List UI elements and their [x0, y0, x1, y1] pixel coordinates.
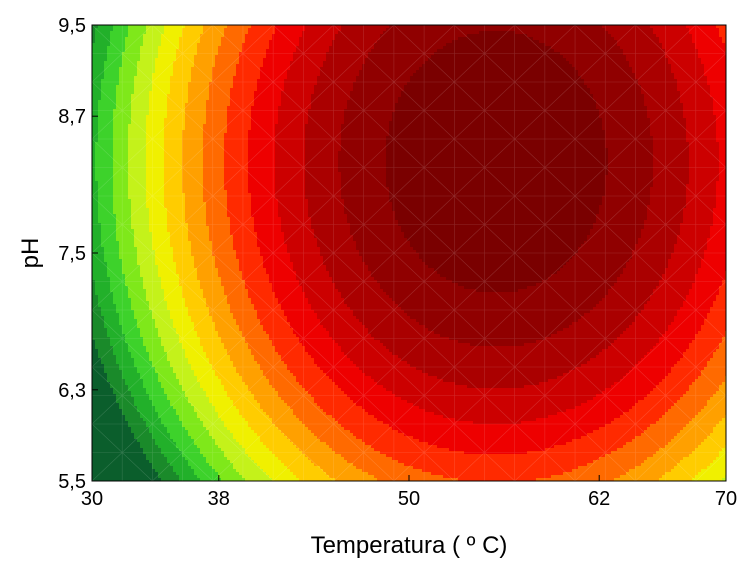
y-tick-label: 6,3 — [58, 380, 86, 402]
x-axis: 30 38 50 62 70 — [81, 475, 737, 510]
x-tick-label: 50 — [398, 488, 420, 510]
contour-band-9 — [203, 25, 726, 481]
contour-band-2 — [92, 25, 200, 481]
y-axis-title: pH — [17, 238, 44, 269]
mesh-lines — [92, 25, 726, 481]
contour-band-1 — [92, 25, 179, 481]
y-axis: 5,5 6,3 7,5 8,7 9,5 — [58, 15, 98, 493]
contour-surface — [92, 25, 726, 481]
x-axis-title: Temperatura ( º C) — [311, 532, 508, 559]
triangulation-mesh — [92, 25, 726, 481]
contour-band-13 — [305, 25, 689, 388]
x-tick-label: 62 — [588, 488, 610, 510]
contour-band-0 — [92, 340, 161, 481]
contour-band-4 — [113, 25, 245, 481]
contour-band-14 — [338, 25, 653, 346]
y-tick-label: 8,7 — [58, 106, 86, 128]
x-tick-label: 30 — [81, 488, 103, 510]
contour-band-12 — [275, 25, 719, 424]
contour-band-3 — [95, 25, 221, 481]
y-tick-label: 5,5 — [58, 471, 86, 493]
contour-band-15 — [386, 31, 608, 292]
x-tick-label: 70 — [715, 488, 737, 510]
x-tick-label: 38 — [208, 488, 230, 510]
y-tick-label: 7,5 — [58, 243, 86, 265]
y-tick-label: 9,5 — [58, 15, 86, 37]
